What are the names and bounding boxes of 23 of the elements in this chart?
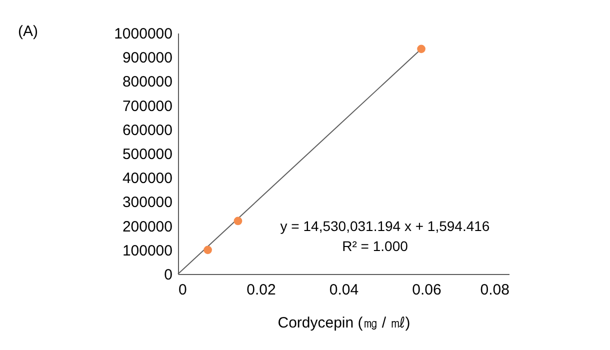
y-tick-label: 500000 xyxy=(122,146,172,163)
y-tick-label: 1000000 xyxy=(114,26,172,42)
x-tick-label: 0.02 xyxy=(246,282,276,298)
x-tick-label: 0.06 xyxy=(412,282,442,298)
x-axis-title: Cordycepin (㎎ / ㎖) xyxy=(278,314,410,332)
y-tick-label: 600000 xyxy=(122,122,172,139)
y-tick-label: 700000 xyxy=(122,98,172,115)
x-tick-label: 0 xyxy=(178,282,187,298)
text: (A) xyxy=(18,23,38,40)
point xyxy=(417,44,426,54)
y-tick-label: 400000 xyxy=(122,170,172,188)
annotation: y = 14,530,031.194 x + 1,594.416 xyxy=(280,218,490,234)
point xyxy=(234,216,242,226)
x-tick-label: 0.04 xyxy=(329,282,359,298)
y-tick-label: 0 xyxy=(164,266,172,284)
y-tick-label: 100000 xyxy=(122,242,172,260)
y-tick-label: 200000 xyxy=(122,218,172,236)
point xyxy=(204,246,212,254)
annotation: R² = 1.000 xyxy=(342,238,408,254)
y-tick-label: 900000 xyxy=(122,50,172,67)
y-tick-label: 800000 xyxy=(122,74,172,91)
y-tick-label: 300000 xyxy=(122,194,172,212)
x-tick-label: 0.08 xyxy=(480,282,510,298)
